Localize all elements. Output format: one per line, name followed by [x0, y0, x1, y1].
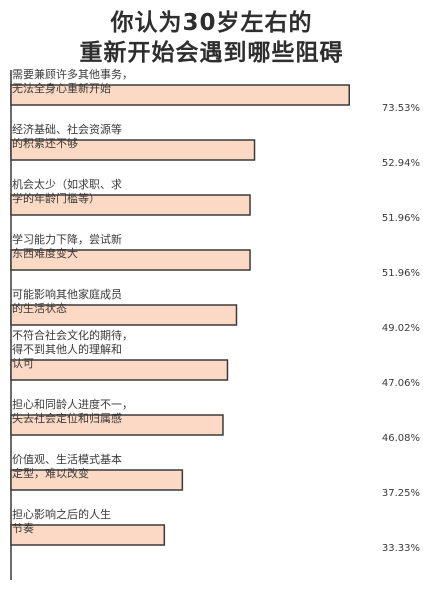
bar: [10, 359, 229, 381]
chart-title-line2: 重新开始会遇到哪些阻碍: [79, 40, 344, 66]
category-label: 东西难度变大: [12, 246, 78, 260]
category-label: 经济基础、社会资源等: [12, 122, 122, 136]
category-label: 的积累还不够: [12, 136, 78, 150]
category-label: 担心和同龄人进度不一，: [12, 397, 133, 411]
value-label: 46.08%: [382, 433, 420, 444]
value-label: 51.96%: [382, 268, 420, 279]
bar: [10, 249, 251, 271]
chart-title-line1: 你认为30岁左右的: [110, 10, 313, 36]
category-label: 价值观、生活模式基本: [12, 452, 122, 466]
bar: [10, 524, 166, 546]
bar: [10, 139, 256, 161]
category-label: 需要兼顾许多其他事务，: [12, 67, 133, 81]
value-label: 73.53%: [382, 103, 420, 114]
value-label: 33.33%: [382, 543, 420, 554]
category-label: 学习能力下降，尝试新: [12, 232, 122, 246]
value-label: 49.02%: [382, 323, 420, 334]
bars-layer: 需要兼顾许多其他事务，无法全身心重新开始 73.53% 经济基础、社会资源等的积累还…: [10, 67, 420, 554]
value-label: 37.25%: [382, 488, 420, 499]
category-label: 学的年龄门槛等）: [12, 191, 100, 205]
value-label: 47.06%: [382, 378, 420, 389]
category-label: 失去社会定位和归属感: [12, 411, 122, 425]
category-label: 节奏: [12, 522, 34, 535]
value-label: 52.94%: [382, 158, 420, 169]
category-label: 的生活状态: [12, 301, 67, 315]
category-label: 不符合社会文化的期待，: [12, 328, 133, 342]
value-label: 51.96%: [382, 213, 420, 224]
bar: [10, 469, 184, 491]
bar: [10, 194, 251, 216]
bar: [10, 84, 350, 106]
category-label: 担心影响之后的人生: [12, 507, 111, 521]
category-label: 无法全身心重新开始: [12, 81, 111, 95]
category-label: 定型，难以改变: [12, 466, 89, 480]
category-label: 认可: [12, 357, 34, 370]
bar: [10, 414, 224, 436]
category-label: 得不到其他人的理解和: [12, 342, 122, 356]
category-label: 机会太少（如求职、求: [12, 177, 122, 191]
category-label: 可能影响其他家庭成员: [12, 287, 122, 301]
bar: [10, 304, 238, 326]
